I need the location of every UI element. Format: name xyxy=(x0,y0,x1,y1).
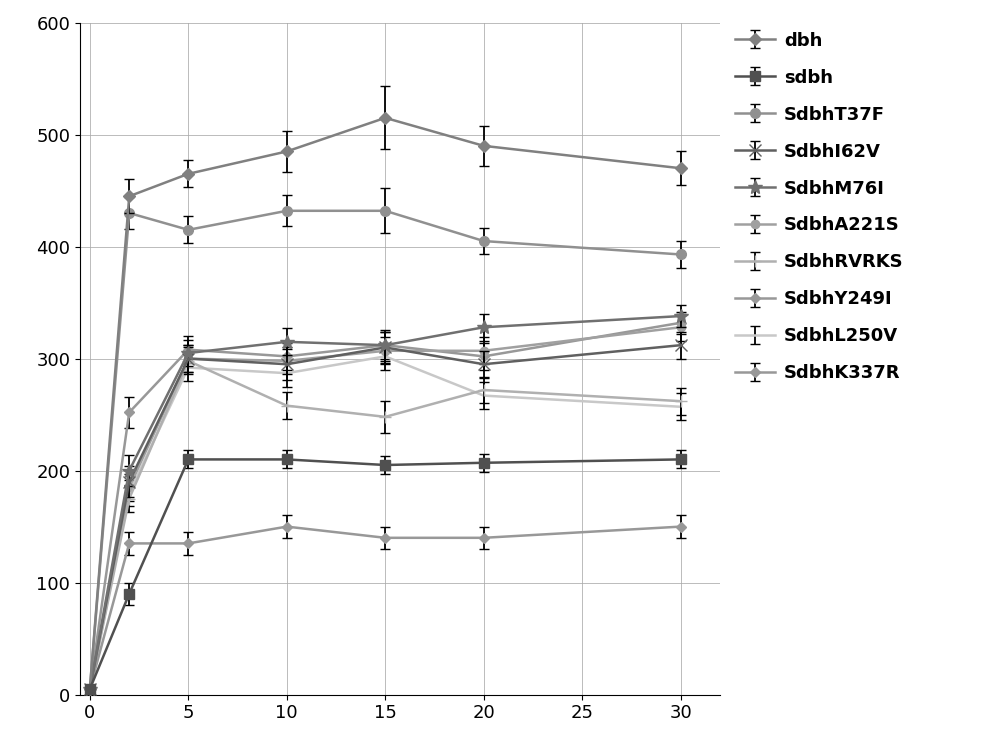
Legend: dbh, sdbh, SdbhT37F, SdbhI62V, SdbhM76I, SdbhA221S, SdbhRVRKS, SdbhY249I, SdbhL2: dbh, sdbh, SdbhT37F, SdbhI62V, SdbhM76I,… xyxy=(735,32,904,382)
